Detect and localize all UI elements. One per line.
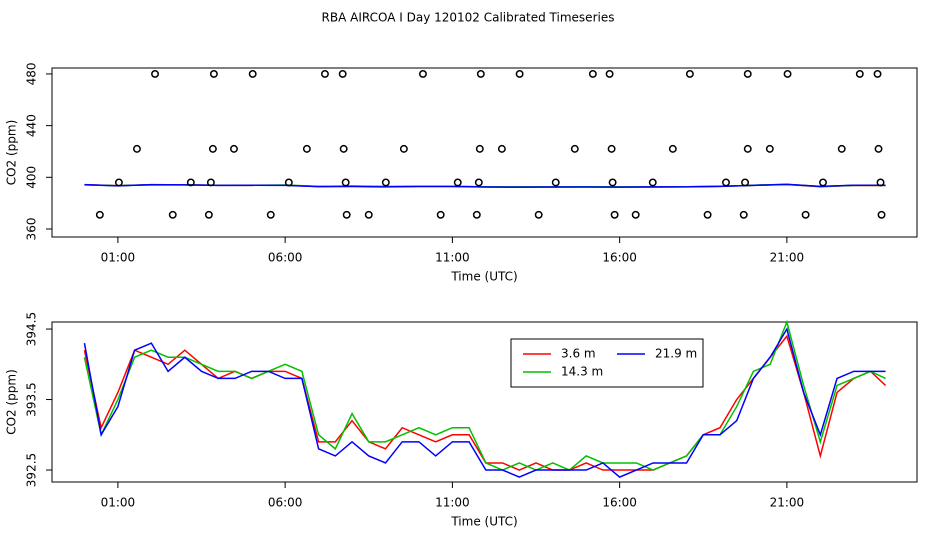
calibration-point — [399, 144, 408, 153]
calibration-point — [739, 210, 748, 219]
calibration-point — [703, 210, 712, 219]
calibration-point — [765, 144, 774, 153]
calibration-point — [151, 69, 159, 78]
legend-label: 21.9 m — [655, 347, 697, 361]
x-tick-label: 21:00 — [770, 251, 805, 265]
y-tick-label: 392.5 — [25, 453, 39, 487]
calibration-point — [472, 210, 481, 219]
calibration-point — [685, 69, 694, 78]
calibration-point — [497, 144, 506, 153]
calibration-point — [605, 69, 614, 78]
calibration-point — [819, 178, 827, 187]
calibration-point — [551, 178, 560, 187]
calibration-point — [266, 210, 275, 219]
plot-frame — [51, 321, 918, 483]
calibration-point — [204, 210, 213, 219]
calibration-point — [873, 69, 882, 78]
y-tick-label: 480 — [25, 62, 39, 85]
calibration-point — [648, 178, 657, 187]
calibration-point — [743, 69, 752, 78]
calibration-point — [610, 210, 619, 219]
calibration-point — [588, 69, 597, 78]
calibration-point — [230, 144, 238, 153]
calibration-point — [436, 210, 445, 219]
calibration-point — [209, 69, 218, 78]
calibration-point — [741, 178, 750, 187]
calibration-point — [855, 69, 864, 78]
calibration-point — [631, 210, 640, 219]
calibration-point — [364, 210, 373, 219]
legend-label: 14.3 m — [561, 365, 603, 379]
y-tick-label: 394.5 — [25, 312, 39, 346]
legend-label: 3.6 m — [561, 347, 596, 361]
y-tick-label: 400 — [25, 166, 39, 189]
calibration-point — [801, 210, 810, 219]
calibration-point — [320, 69, 329, 78]
series-line — [83, 334, 887, 471]
x-tick-label: 21:00 — [770, 496, 805, 510]
calibration-point — [338, 69, 347, 78]
calibration-point — [453, 178, 462, 187]
calibration-point — [876, 178, 885, 187]
chart-title: RBA AIRCOA I Day 120102 Calibrated Times… — [322, 11, 615, 25]
legend-box — [510, 338, 704, 388]
calibration-point — [381, 178, 390, 187]
y-tick-label: 360 — [25, 218, 39, 241]
calibration-point — [877, 210, 886, 219]
x-tick-label: 06:00 — [268, 496, 303, 510]
calibration-point — [534, 210, 543, 219]
calibration-point — [114, 178, 123, 187]
calibration-point — [302, 144, 311, 153]
x-tick-label: 06:00 — [268, 251, 303, 265]
calibration-point — [168, 210, 177, 219]
calibration-point — [133, 144, 141, 153]
calibration-point — [837, 144, 846, 153]
calibration-point — [342, 210, 351, 219]
calibration-point — [341, 178, 350, 187]
calibration-point — [206, 178, 215, 187]
series-line — [84, 183, 886, 188]
x-tick-label: 11:00 — [435, 251, 470, 265]
y-tick-label: 393.5 — [25, 382, 39, 416]
x-tick-label: 01:00 — [101, 496, 136, 510]
calibration-point — [95, 210, 104, 219]
calibration-point — [722, 178, 730, 187]
calibration-point — [607, 144, 616, 153]
calibration-point — [284, 178, 293, 187]
y-axis-label: CO2 (ppm) — [5, 120, 19, 186]
calibration-point — [874, 144, 883, 153]
calibration-point — [783, 69, 792, 78]
calibration-point — [570, 144, 579, 153]
y-tick-label: 440 — [25, 114, 39, 137]
calibration-point — [339, 144, 348, 153]
series-line — [83, 327, 886, 478]
plot-frame — [51, 67, 918, 238]
x-tick-label: 01:00 — [101, 251, 136, 265]
x-tick-label: 16:00 — [602, 496, 637, 510]
calibration-point — [248, 69, 257, 78]
calibration-point — [186, 178, 195, 187]
calibration-point — [419, 69, 427, 78]
y-axis-label: CO2 (ppm) — [5, 369, 19, 435]
x-axis-label: Time (UTC) — [450, 270, 517, 284]
series-line — [83, 319, 886, 471]
calibration-point — [474, 178, 483, 187]
calibration-point — [208, 144, 217, 153]
calibration-point — [743, 144, 752, 153]
calibration-point — [608, 178, 617, 187]
calibration-point — [515, 69, 524, 78]
calibration-point — [475, 144, 484, 153]
x-tick-label: 16:00 — [602, 251, 637, 265]
calibration-point — [476, 69, 485, 78]
calibration-point — [668, 144, 677, 153]
x-tick-label: 11:00 — [435, 496, 470, 510]
x-axis-label: Time (UTC) — [450, 515, 517, 529]
